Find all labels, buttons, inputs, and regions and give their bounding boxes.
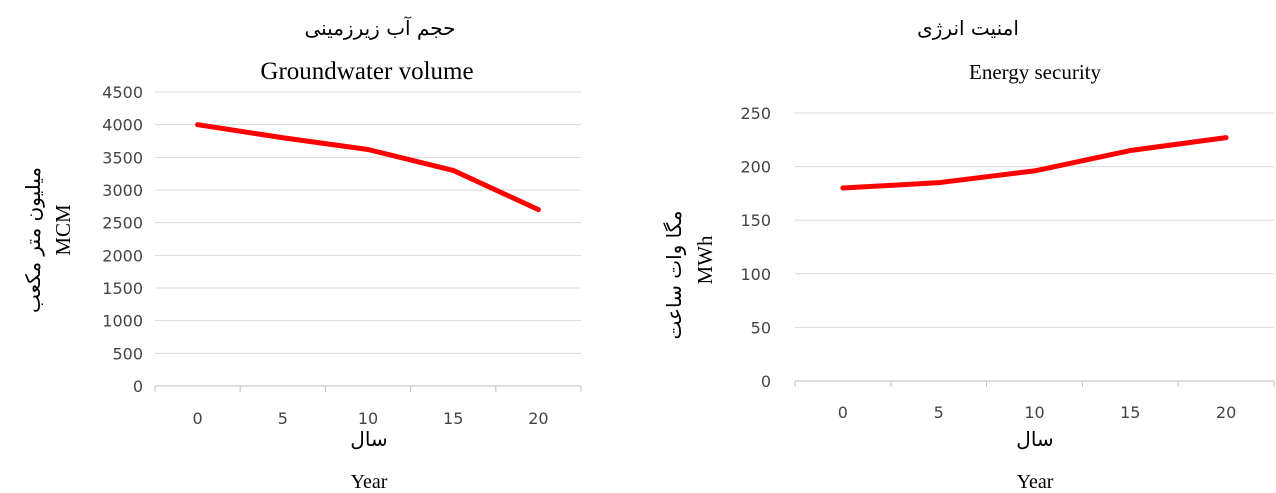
y-ticks: 0 500 1000 1500 2000 2500 3000 3500 4000 4500 <box>102 83 143 396</box>
x-axis-ticks <box>794 381 1275 387</box>
x-axis-label: Year <box>1017 471 1054 493</box>
x-tick-label: 5 <box>934 403 944 422</box>
series-line <box>840 135 1229 191</box>
y-tick-label: 3000 <box>102 181 143 200</box>
x-tick-labels: 0 5 10 15 20 <box>193 409 549 428</box>
y-axis-label-fa: مگا وات ساعت <box>662 210 686 339</box>
x-axis-label-fa: سال <box>350 427 387 451</box>
y-tick-label: 2500 <box>102 214 143 233</box>
y-axis-label: MCM <box>51 204 75 256</box>
y-tick-label: 2000 <box>102 246 143 265</box>
chart-groundwater: حجم آب زیرزمینی Groundwater volume میلیو… <box>21 15 582 493</box>
x-tick-label: 5 <box>278 409 288 428</box>
x-tick-label: 15 <box>443 409 463 428</box>
x-axis-label: Year <box>351 471 388 493</box>
x-tick-labels: 0 5 10 15 20 <box>838 403 1236 422</box>
x-tick-label: 10 <box>358 409 378 428</box>
y-tick-label: 0 <box>761 372 771 391</box>
y-tick-label: 50 <box>751 318 771 337</box>
chart-title: Energy security <box>969 60 1101 84</box>
gridlines <box>155 91 581 354</box>
chart-title-fa: امنیت انرژی <box>917 16 1019 40</box>
y-ticks: 0 50 100 150 200 250 <box>740 104 771 391</box>
y-tick-label: 500 <box>112 344 143 363</box>
x-axis-label-fa: سال <box>1016 427 1053 451</box>
y-tick-label: 4000 <box>102 116 143 135</box>
y-tick-label: 1500 <box>102 279 143 298</box>
x-tick-label: 0 <box>193 409 203 428</box>
y-axis-label: MWh <box>693 235 717 284</box>
x-tick-label: 20 <box>528 409 548 428</box>
x-tick-label: 0 <box>838 403 848 422</box>
series-line <box>195 122 541 213</box>
x-axis-ticks <box>154 386 582 392</box>
x-tick-label: 20 <box>1216 403 1236 422</box>
y-tick-label: 250 <box>740 104 771 123</box>
y-tick-label: 3500 <box>102 148 143 167</box>
x-tick-label: 10 <box>1024 403 1044 422</box>
y-axis-label-fa: میلیون متر مکعب <box>21 167 45 313</box>
y-tick-label: 100 <box>740 265 771 284</box>
y-tick-label: 0 <box>133 377 143 396</box>
y-tick-label: 150 <box>740 211 771 230</box>
x-tick-label: 15 <box>1120 403 1140 422</box>
y-tick-label: 200 <box>740 158 771 177</box>
gridlines <box>795 112 1274 328</box>
y-tick-label: 4500 <box>102 83 143 102</box>
chart-title-fa: حجم آب زیرزمینی <box>304 15 455 40</box>
chart-title: Groundwater volume <box>260 58 473 85</box>
chart-energy: امنیت انرژی Energy security مگا وات ساعت… <box>662 16 1275 493</box>
y-tick-label: 1000 <box>102 312 143 331</box>
